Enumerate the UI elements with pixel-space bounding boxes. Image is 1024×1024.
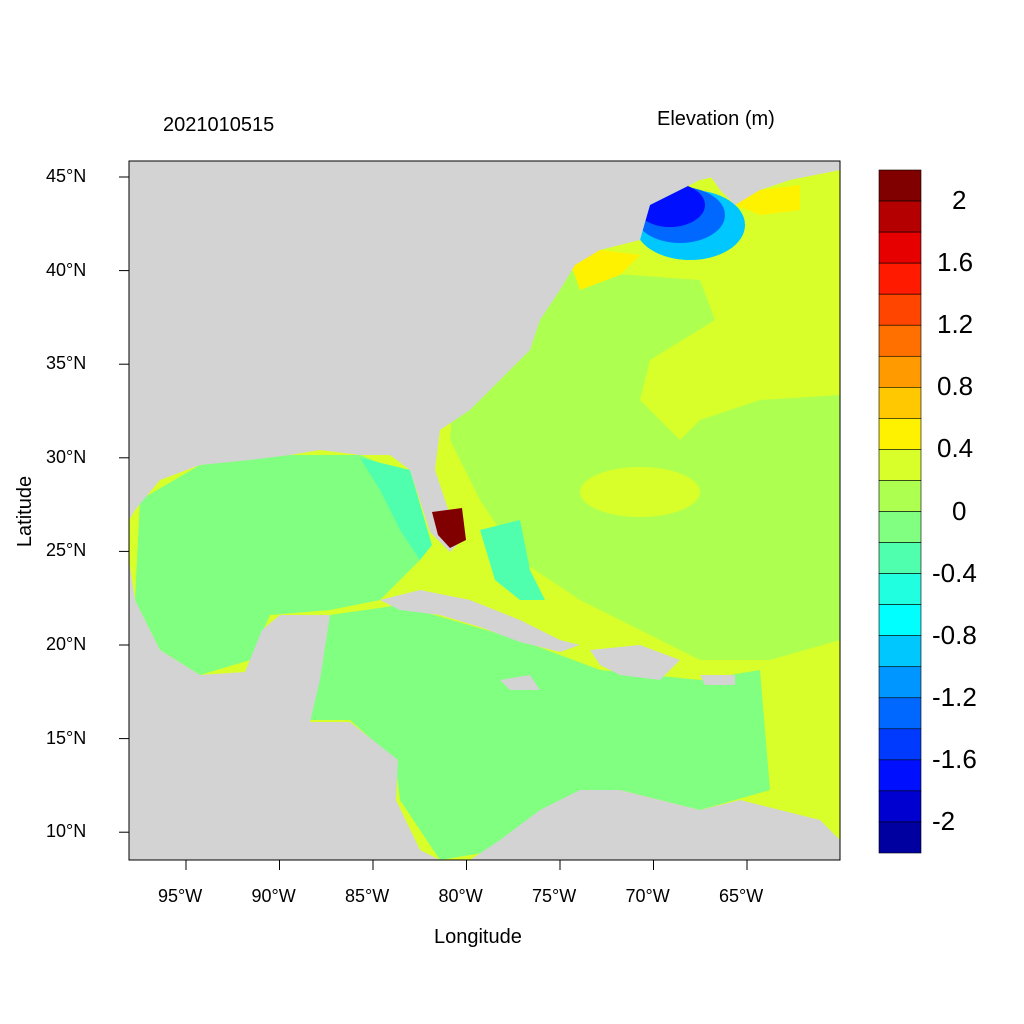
colorbar-swatch — [878, 635, 922, 668]
colorbar-label: -0.8 — [932, 619, 977, 650]
y-tick-label: 15°N — [46, 727, 87, 748]
colorbar-swatch — [878, 200, 922, 233]
colorbar-label: -1.2 — [932, 681, 977, 712]
y-axis-label: Latitude — [14, 475, 37, 548]
colorbar-swatch — [878, 169, 922, 202]
land-hispaniola — [590, 645, 680, 680]
colorbar-label: 0 — [952, 495, 967, 526]
land-south-america — [470, 790, 840, 860]
colorbar-label: -1.6 — [932, 743, 977, 774]
gulf-of-mexico — [135, 455, 430, 675]
x-tick-label: 65°W — [719, 886, 764, 906]
map-date-label: 2021010515 — [163, 114, 275, 136]
colorbar-label: 1.2 — [937, 309, 974, 340]
bahamas-shelf — [480, 520, 545, 600]
nova-scotia-shelf — [735, 185, 800, 215]
colorbar-swatch — [878, 542, 922, 574]
y-tick-label: 20°N — [46, 634, 87, 654]
y-tick-label: 25°N — [46, 540, 87, 561]
colorbar-label: 1.6 — [937, 247, 974, 278]
land-cuba — [380, 590, 580, 652]
land-puerto-rico — [700, 675, 735, 685]
colorbar-swatch — [878, 324, 922, 357]
colorbar-swatch — [878, 697, 922, 730]
x-tick-label: 70°W — [625, 886, 670, 906]
map-variable-label: Elevation (m) — [657, 108, 775, 130]
y-tick-label: 10°N — [46, 821, 87, 842]
atlantic-zone — [450, 270, 840, 660]
land-north-america — [129, 161, 760, 552]
florida-surge — [432, 508, 466, 548]
colorbar-swatch — [878, 387, 922, 419]
colorbar-swatch — [878, 480, 922, 512]
land-jamaica — [500, 675, 540, 690]
y-tick-label: 35°N — [46, 353, 87, 374]
x-tick-label: 75°W — [532, 886, 577, 906]
colorbar-swatch — [878, 355, 922, 388]
colorbar-swatch — [878, 666, 922, 699]
colorbar-swatch — [878, 262, 922, 295]
colorbar-swatch — [878, 573, 922, 605]
colorbar-swatch — [878, 418, 922, 450]
colorbar-swatch — [878, 728, 922, 761]
colorbar-label: -2 — [932, 805, 956, 836]
colorbar-swatch — [878, 821, 922, 854]
caribbean-sea — [310, 605, 770, 860]
colorbar-label: -0.4 — [932, 557, 977, 588]
x-tick-label: 80°W — [438, 886, 483, 906]
colorbar-swatch — [878, 790, 922, 823]
land-central-america — [129, 560, 440, 860]
colorbar-swatch — [878, 293, 922, 326]
florida-shelf — [360, 458, 432, 560]
sargasso-patch — [580, 467, 700, 517]
x-axis-label: Longitude — [434, 926, 522, 948]
colorbar-label: 0.4 — [937, 433, 974, 464]
colorbar-swatch — [878, 604, 922, 636]
y-tick-label: 40°N — [46, 259, 87, 280]
land-nova-scotia — [700, 161, 840, 205]
plot-frame — [128, 160, 841, 861]
ny-bight — [570, 250, 640, 290]
x-tick-label: 85°W — [345, 886, 390, 906]
colorbar-swatch — [878, 511, 922, 543]
x-tick-label: 95°W — [158, 886, 203, 906]
colorbar-swatch — [878, 231, 922, 264]
colorbar-swatch — [878, 449, 922, 481]
colorbar-swatch — [878, 759, 922, 792]
x-tick-label: 90°W — [251, 886, 296, 906]
y-tick-label: 45°N — [46, 166, 87, 186]
y-tick-label: 30°N — [46, 446, 87, 467]
colorbar-label: 2 — [952, 185, 967, 216]
colorbar-label: 0.8 — [937, 371, 974, 402]
